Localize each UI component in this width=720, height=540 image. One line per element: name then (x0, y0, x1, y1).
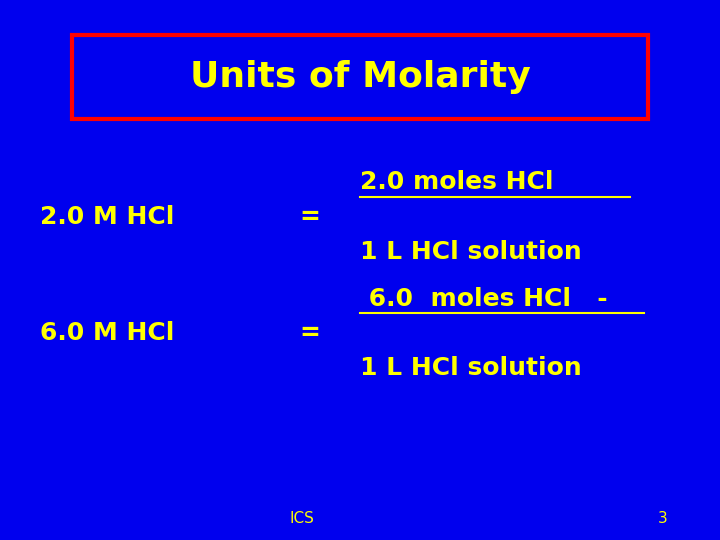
FancyBboxPatch shape (72, 35, 648, 119)
Text: 2.0 moles HCl: 2.0 moles HCl (360, 171, 571, 194)
Text: 6.0  moles HCl   -: 6.0 moles HCl - (360, 287, 608, 310)
Text: 2.0 M HCl: 2.0 M HCl (40, 205, 174, 229)
Text: =: = (300, 205, 320, 229)
Text: Units of Molarity: Units of Molarity (189, 60, 531, 94)
Text: 1 L HCl solution: 1 L HCl solution (360, 240, 582, 264)
Text: 6.0 M HCl: 6.0 M HCl (40, 321, 174, 346)
Text: ICS: ICS (290, 511, 315, 526)
Text: =: = (300, 321, 320, 346)
Text: 1 L HCl solution: 1 L HCl solution (360, 356, 582, 380)
Text: 3: 3 (657, 511, 667, 526)
